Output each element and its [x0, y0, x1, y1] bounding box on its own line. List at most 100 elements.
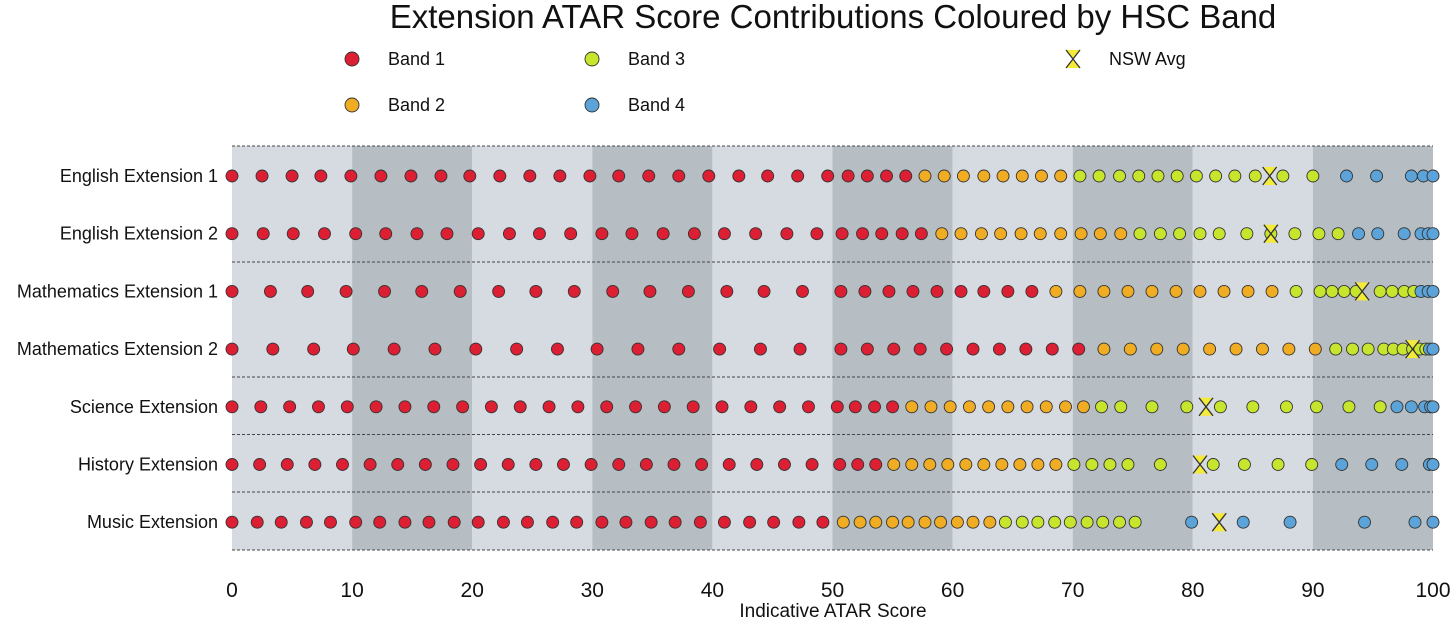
band-1-point: [681, 284, 695, 298]
subject-label: Mathematics Extension 2: [17, 339, 218, 359]
band-4-point: [1365, 458, 1379, 471]
band-4-point: [1283, 515, 1297, 529]
band-3-point: [1385, 284, 1399, 298]
band-1-point: [882, 284, 896, 298]
band-1-point: [474, 458, 488, 471]
band-1-point: [717, 515, 731, 529]
band-1-point: [510, 342, 524, 356]
band-1-point: [379, 227, 393, 241]
band-1-point: [835, 227, 849, 241]
band-2-point: [905, 400, 919, 414]
x-tick-label: 10: [340, 579, 363, 602]
band-3-point: [1080, 515, 1094, 529]
band-2-point: [1114, 227, 1128, 241]
band-1-point: [629, 400, 642, 414]
band-3-point: [1067, 458, 1081, 471]
band-2-point: [962, 400, 976, 414]
band-1-point: [225, 342, 239, 356]
band-2-point: [959, 458, 973, 471]
band-1-point: [668, 515, 682, 529]
subject-label: Mathematics Extension 1: [17, 281, 218, 301]
band-1-point: [307, 342, 321, 356]
band-1-point: [886, 400, 899, 414]
band-1-point: [225, 400, 239, 414]
band-2-point: [1014, 227, 1028, 241]
band-1-point: [374, 169, 388, 183]
band-1-point: [631, 342, 645, 356]
band-1-point: [930, 284, 944, 298]
band-1-point: [324, 515, 337, 529]
band-1-point: [858, 284, 872, 298]
band-3-point: [1073, 169, 1087, 183]
band-1-point: [387, 342, 401, 356]
band-2-point: [1035, 169, 1048, 183]
nsw-avg-stroke: [1263, 224, 1279, 244]
band-2-point: [1097, 284, 1111, 298]
legend-marker: [584, 97, 600, 113]
band-2-point: [1033, 227, 1047, 241]
band-1-point: [793, 342, 807, 356]
band-3-point: [1310, 400, 1323, 414]
x-tick-label: 20: [461, 579, 484, 602]
band-1-point: [456, 400, 470, 414]
band-1-point: [584, 458, 598, 471]
band-1-point: [791, 169, 805, 183]
band-1-point: [695, 458, 709, 471]
band-1-point: [940, 342, 954, 356]
band-3-point: [1288, 227, 1302, 241]
band-2-point: [1073, 284, 1087, 298]
nsw-avg-marker: [1198, 397, 1214, 417]
band-1-point: [369, 400, 383, 414]
band-1-point: [410, 227, 424, 241]
legend-marker: [584, 51, 600, 67]
band-3-point: [1313, 284, 1327, 298]
band-2-point: [1265, 284, 1279, 298]
band-1-point: [612, 169, 626, 183]
band-2-point: [994, 227, 1008, 241]
band-3-point: [1153, 458, 1167, 471]
band-1-point: [600, 400, 614, 414]
band-2-point: [935, 227, 949, 241]
band-1-point: [606, 284, 620, 298]
band-1-point: [816, 515, 830, 529]
band-2-point: [869, 515, 883, 529]
band-1-point: [583, 169, 597, 183]
band-2-point: [853, 515, 867, 529]
band-3-point: [1170, 169, 1184, 183]
plot-background: [232, 145, 1433, 551]
band-1-point: [693, 515, 707, 529]
band-1-point: [542, 400, 556, 414]
band-1-point: [300, 515, 313, 529]
band-2-point: [950, 515, 964, 529]
band-1-point: [914, 227, 928, 241]
band-1-point: [792, 515, 806, 529]
band-1-point: [250, 515, 264, 529]
subject-row: [225, 282, 1440, 301]
band-1-point: [868, 400, 881, 414]
legend-marker: [344, 97, 360, 113]
band-1-point: [1019, 342, 1033, 356]
band-1-point: [434, 169, 448, 183]
band-3-point: [1331, 227, 1345, 241]
band-3-point: [1121, 458, 1135, 471]
band-1-point: [453, 284, 467, 298]
band-1-point: [564, 227, 578, 241]
band-2-point: [941, 458, 955, 471]
band-3-point: [1015, 515, 1029, 529]
band-2-point: [1049, 284, 1063, 298]
band-4-point: [1426, 342, 1440, 356]
nsw-avg-stroke: [1198, 397, 1214, 417]
band-2-point: [1020, 400, 1034, 414]
band-1-point: [520, 515, 534, 529]
band-1-point: [349, 227, 363, 241]
band-1-point: [523, 169, 537, 183]
band-2-point: [918, 515, 932, 529]
band-1-point: [256, 227, 270, 241]
band-3-point: [1305, 458, 1319, 471]
band-2-point: [1176, 342, 1190, 356]
band-1-point: [713, 342, 727, 356]
band-1-point: [643, 284, 657, 298]
band-1-point: [802, 400, 815, 414]
nsw-avg-stroke: [1192, 455, 1208, 474]
band-2-point: [1169, 284, 1183, 298]
